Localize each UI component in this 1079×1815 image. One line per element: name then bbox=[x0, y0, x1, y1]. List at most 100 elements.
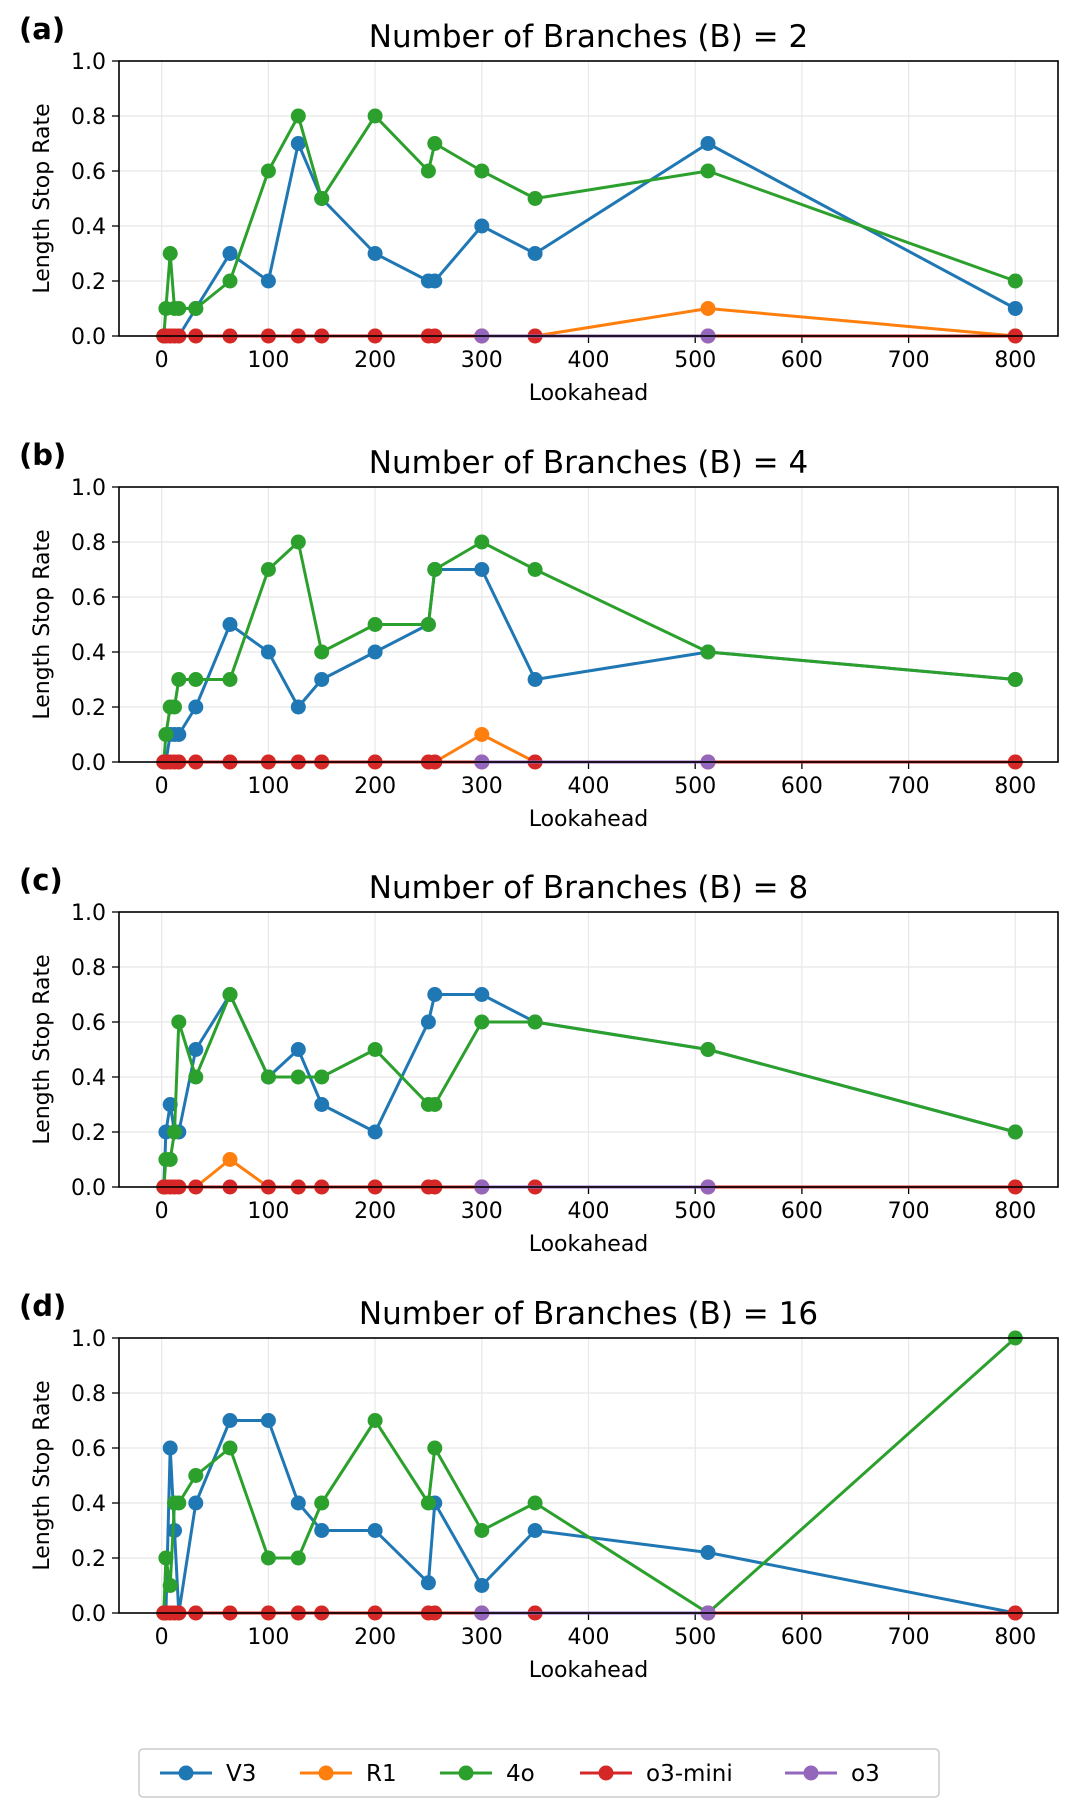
plot-frame bbox=[118, 486, 1059, 763]
data-point bbox=[222, 987, 238, 1002]
data-point bbox=[700, 301, 716, 316]
data-point bbox=[420, 617, 436, 632]
data-point bbox=[474, 1523, 490, 1538]
data-point bbox=[260, 273, 276, 289]
data-point bbox=[474, 727, 490, 742]
data-point bbox=[290, 136, 306, 151]
series-4o bbox=[156, 1330, 1023, 1621]
x-tick-label: 500 bbox=[674, 1199, 716, 1224]
data-point bbox=[171, 1495, 187, 1511]
data-point bbox=[420, 1014, 436, 1030]
y-axis-label: Length Stop Rate bbox=[30, 529, 55, 719]
y-tick-label: 0.8 bbox=[71, 531, 106, 556]
x-axis-label: Lookahead bbox=[529, 1658, 649, 1683]
chart-title: Number of Branches (B) = 16 bbox=[359, 1296, 818, 1332]
chart-title: Number of Branches (B) = 2 bbox=[369, 19, 808, 55]
data-point bbox=[162, 246, 178, 261]
data-point bbox=[188, 301, 204, 316]
data-point bbox=[222, 672, 238, 687]
data-point bbox=[260, 644, 276, 660]
x-tick-label: 200 bbox=[354, 1625, 396, 1650]
data-point bbox=[158, 1550, 174, 1566]
x-axis-label: Lookahead bbox=[529, 381, 649, 406]
data-point bbox=[427, 987, 443, 1002]
data-point bbox=[222, 1413, 238, 1428]
data-point bbox=[367, 1042, 383, 1057]
x-tick-label: 400 bbox=[568, 774, 610, 799]
chart-panel-4: (d) Number of Branches (B) = 16 0 100 200 300… bbox=[19, 1289, 1059, 1683]
x-tick-label: 600 bbox=[781, 348, 823, 373]
x-tick-label: 800 bbox=[994, 774, 1036, 799]
data-point bbox=[427, 1440, 443, 1456]
chart-panel-3: (c) Number of Branches (B) = 8 0 100 200 300 4… bbox=[19, 863, 1059, 1257]
data-point bbox=[222, 246, 238, 261]
data-point bbox=[420, 1495, 436, 1511]
data-point bbox=[290, 108, 306, 124]
chart-panel-1: (a) Number of Branches (B) = 2 0 100 200 300 4… bbox=[19, 12, 1059, 406]
legend-label: o3 bbox=[851, 1761, 880, 1787]
x-tick-label: 400 bbox=[568, 1199, 610, 1224]
data-point bbox=[700, 163, 716, 179]
x-tick-label: 500 bbox=[674, 774, 716, 799]
y-tick-label: 0.2 bbox=[71, 1547, 106, 1572]
legend-label: V3 bbox=[226, 1761, 256, 1787]
data-point bbox=[260, 1413, 276, 1428]
data-point bbox=[367, 1413, 383, 1428]
series-4o bbox=[156, 987, 1023, 1195]
data-point bbox=[367, 644, 383, 660]
data-point bbox=[474, 1014, 490, 1030]
data-point bbox=[222, 273, 238, 289]
y-tick-label: 0.4 bbox=[71, 1492, 106, 1517]
data-point bbox=[420, 163, 436, 179]
panel-label: (b) bbox=[19, 438, 66, 472]
x-tick-label: 300 bbox=[461, 1625, 503, 1650]
data-point bbox=[314, 191, 330, 206]
chart-panel-2: (b) Number of Branches (B) = 4 0 100 200 300 4… bbox=[19, 438, 1059, 832]
legend-marker bbox=[178, 1765, 194, 1781]
x-tick-label: 300 bbox=[461, 774, 503, 799]
data-point bbox=[290, 1042, 306, 1057]
legend-entry-o3: o3 bbox=[785, 1761, 880, 1787]
data-point bbox=[171, 727, 187, 742]
x-tick-label: 0 bbox=[155, 1625, 169, 1650]
data-point bbox=[222, 617, 238, 632]
legend-label: R1 bbox=[366, 1761, 397, 1787]
plot-frame bbox=[118, 60, 1059, 337]
data-point bbox=[171, 672, 187, 687]
chart-title: Number of Branches (B) = 8 bbox=[369, 870, 808, 906]
chart-title: Number of Branches (B) = 4 bbox=[369, 445, 808, 481]
legend-entry-o3-mini: o3-mini bbox=[580, 1761, 733, 1787]
data-point bbox=[314, 1495, 330, 1511]
legend-marker bbox=[318, 1765, 334, 1781]
legend-label: 4o bbox=[506, 1761, 535, 1787]
series-line bbox=[163, 733, 1016, 764]
y-tick-label: 1.0 bbox=[71, 1327, 106, 1352]
legend-marker bbox=[458, 1765, 474, 1781]
data-point bbox=[158, 727, 174, 742]
data-point bbox=[527, 1014, 543, 1030]
data-point bbox=[188, 699, 204, 715]
series-V3 bbox=[156, 987, 1023, 1195]
legend-entry-V3: V3 bbox=[160, 1761, 256, 1787]
data-point bbox=[171, 1014, 187, 1030]
data-point bbox=[290, 1069, 306, 1085]
x-axis-label: Lookahead bbox=[529, 807, 649, 832]
data-point bbox=[167, 699, 182, 715]
data-point bbox=[367, 246, 383, 261]
legend-entry-4o: 4o bbox=[440, 1761, 535, 1787]
data-point bbox=[222, 1440, 238, 1456]
y-tick-label: 1.0 bbox=[71, 50, 106, 75]
data-point bbox=[314, 672, 330, 687]
legend-entry-R1: R1 bbox=[300, 1761, 397, 1787]
x-axis-label: Lookahead bbox=[529, 1232, 649, 1257]
x-tick-label: 600 bbox=[781, 1199, 823, 1224]
x-tick-label: 100 bbox=[247, 774, 289, 799]
legend-marker bbox=[598, 1765, 614, 1781]
y-tick-label: 0.4 bbox=[71, 215, 106, 240]
data-point bbox=[188, 672, 204, 687]
series-line bbox=[163, 1158, 1016, 1189]
plot-frame bbox=[118, 1337, 1059, 1614]
y-tick-label: 0.2 bbox=[71, 270, 106, 295]
data-point bbox=[527, 246, 543, 261]
